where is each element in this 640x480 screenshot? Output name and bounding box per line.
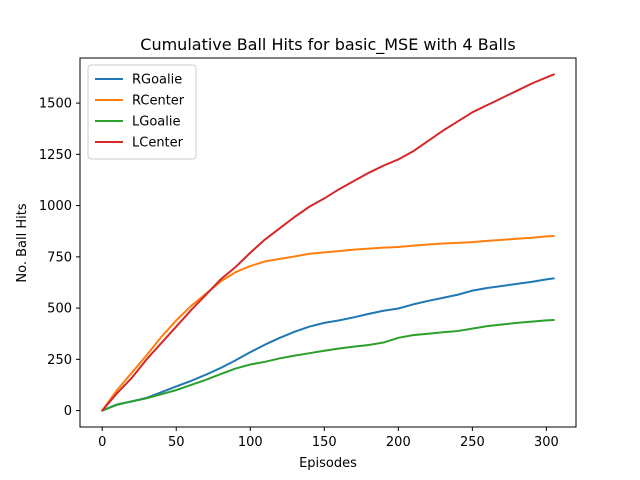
x-tick-label: 200 (386, 435, 411, 450)
legend: RGoalie RCenter LGoalie LCenter (87, 64, 197, 160)
chart-title: Cumulative Ball Hits for basic_MSE with … (140, 35, 515, 55)
y-tick-label: 0 (64, 404, 72, 419)
y-axis-label: No. Ball Hits (15, 203, 30, 282)
series-line-lgoalie (101, 318, 555, 412)
y-tick-label: 250 (47, 353, 72, 368)
y-tick-label: 500 (47, 302, 72, 317)
legend-label-lcenter: LCenter (132, 136, 184, 151)
series-line-lcenter (101, 73, 555, 412)
legend-box (87, 64, 197, 160)
legend-label-rcenter: RCenter (132, 94, 185, 109)
axes-frame (79, 57, 577, 428)
legend-label-rgoalie: RGoalie (132, 73, 182, 88)
series-line-rcenter (101, 234, 555, 412)
x-tick-label: 250 (460, 435, 485, 450)
x-tick-label: 300 (534, 435, 559, 450)
y-tick-label: 1500 (39, 97, 72, 112)
y-tick-label: 1000 (39, 199, 72, 214)
y-tick-label: 750 (47, 250, 72, 265)
x-axis-label: Episodes (299, 456, 357, 471)
series-line-rgoalie (101, 277, 555, 412)
x-tick-label: 0 (98, 435, 106, 450)
legend-label-lgoalie: LGoalie (132, 115, 180, 130)
x-tick-label: 50 (168, 435, 185, 450)
plot-area: 0 50 100 150 200 250 300 0 250 500 750 1000 1250 1500 (39, 57, 577, 450)
x-tick-label: 100 (238, 435, 263, 450)
y-tick-label: 1250 (39, 148, 72, 163)
x-tick-label: 150 (312, 435, 337, 450)
